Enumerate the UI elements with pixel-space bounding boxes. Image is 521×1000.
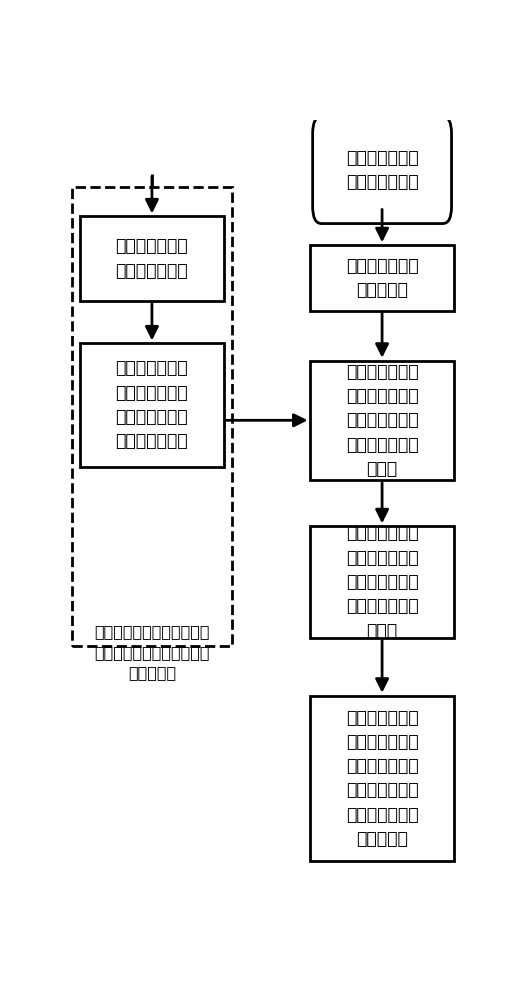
Text: 结合病理细胞形
态特征，建立轮
廓形变模型，进
一步优化语义分
割结果: 结合病理细胞形 态特征，建立轮 廓形变模型，进 一步优化语义分 割结果 [346, 524, 418, 640]
Bar [80, 216, 224, 301]
Text: 提取切片图像中
待识别单元: 提取切片图像中 待识别单元 [346, 257, 418, 299]
Bar [311, 361, 454, 480]
Bar [311, 526, 454, 638]
Bar [80, 343, 224, 466]
Bar [311, 696, 454, 861]
Text: 离线建立病变细
胞的训练样本集: 离线建立病变细 胞的训练样本集 [116, 237, 188, 280]
Text: 根据切片中分割
出的不同类型病
变细胞的数量和
置信程度，对整
张切片的病变类
别进行预测: 根据切片中分割 出的不同类型病 变细胞的数量和 置信程度，对整 张切片的病变类 … [346, 709, 418, 848]
Text: 采用基于多尺度
空洞卷积的语义
分割网络并训练
该语义分割模型: 采用基于多尺度 空洞卷积的语义 分割网络并训练 该语义分割模型 [116, 359, 188, 450]
Bar [72, 187, 232, 646]
Text: 应用训练好的语
义分割模型在待
识别单元中分割
出不同类型的病
变细胞: 应用训练好的语 义分割模型在待 识别单元中分割 出不同类型的病 变细胞 [346, 363, 418, 478]
Text: 挖掘没能被正确分割的病变
细胞，作为训练数据输入模
型重点训练: 挖掘没能被正确分割的病变 细胞，作为训练数据输入模 型重点训练 [94, 624, 209, 680]
FancyBboxPatch shape [313, 117, 452, 224]
Bar [311, 245, 454, 311]
Text: 输入宫颈细胞病
理数字切片图像: 输入宫颈细胞病 理数字切片图像 [346, 149, 418, 191]
